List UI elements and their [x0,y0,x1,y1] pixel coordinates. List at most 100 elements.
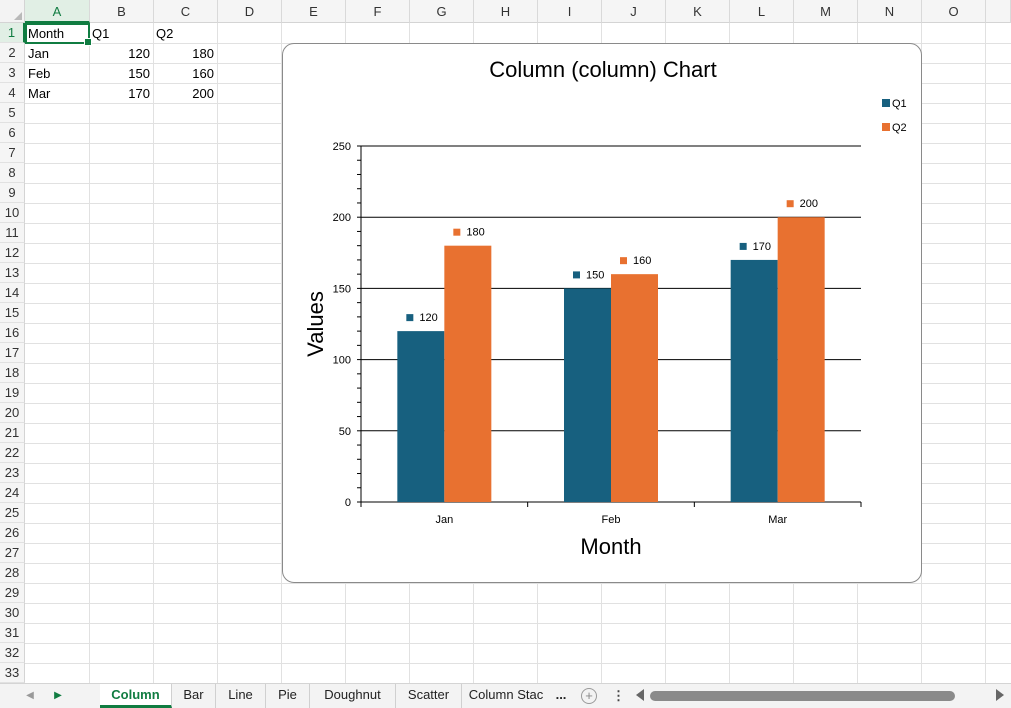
column-header-b[interactable]: B [90,0,154,23]
row-header-13[interactable]: 13 [0,263,25,283]
column-header-d[interactable]: D [218,0,282,23]
cell-a4[interactable]: Mar [28,86,51,101]
row-header-29[interactable]: 29 [0,583,25,603]
sheet-tab-bar-chart[interactable]: Bar [172,684,216,708]
sheet-tab-scatter[interactable]: Scatter [396,684,462,708]
data-label: 170 [753,241,771,253]
row-header-9[interactable]: 9 [0,183,25,203]
sheet-tab-column[interactable]: Column [100,684,172,708]
spreadsheet-grid[interactable]: A B C D E F G H I J K L M N O 1 2 3 4 5 … [0,0,1011,683]
row-header-17[interactable]: 17 [0,343,25,363]
cell-c4[interactable]: 200 [192,86,214,101]
row-header-20[interactable]: 20 [0,403,25,423]
column-header-a[interactable]: A [25,0,90,23]
column-header-c[interactable]: C [154,0,218,23]
column-header-k[interactable]: K [666,0,730,23]
row-header-8[interactable]: 8 [0,163,25,183]
cell-b2[interactable]: 120 [128,46,150,61]
cell-a3[interactable]: Feb [28,66,51,81]
row-header-19[interactable]: 19 [0,383,25,403]
sheet-tab-pie[interactable]: Pie [266,684,310,708]
row-header-4[interactable]: 4 [0,83,25,103]
column-chart[interactable]: Column (column) Chart 0 50 100 150 200 250 120 1… [282,43,922,583]
column-header-m[interactable]: M [794,0,858,23]
row-header-6[interactable]: 6 [0,123,25,143]
row-header-2[interactable]: 2 [0,43,25,63]
sheet-tab-line[interactable]: Line [216,684,266,708]
bar-q2-feb [611,274,658,502]
data-label-key [406,314,414,322]
cell-b3[interactable]: 150 [128,66,150,81]
row-header-33[interactable]: 33 [0,663,25,683]
data-label-key [573,271,580,279]
y-tick-label: 250 [333,141,351,153]
row-header-23[interactable]: 23 [0,463,25,483]
vertical-ellipsis-icon[interactable]: ⋮ [612,688,625,703]
y-tick-label: 0 [345,497,351,509]
row-header-15[interactable]: 15 [0,303,25,323]
row-header-26[interactable]: 26 [0,523,25,543]
row-header-11[interactable]: 11 [0,223,25,243]
cell-b1[interactable]: Q1 [92,26,110,41]
row-header-28[interactable]: 28 [0,563,25,583]
sheet-tab-column-stacked[interactable]: Column Stac [468,687,544,702]
chevron-left-icon[interactable]: ◀ [26,690,34,701]
column-header-i[interactable]: I [538,0,602,23]
y-tick-label: 200 [333,212,351,224]
more-tabs-button[interactable]: ... [555,687,567,702]
column-header-l[interactable]: L [730,0,794,23]
sheet-tab-bar: ◀ ▶ Column Bar Line Pie Doughnut Scatter… [0,683,1011,708]
row-header-1[interactable]: 1 [0,23,25,43]
column-header-e[interactable]: E [282,0,346,23]
row-header-3[interactable]: 3 [0,63,25,83]
sheet-tab-doughnut[interactable]: Doughnut [310,684,396,708]
scroll-left-icon[interactable] [636,689,644,701]
y-axis-label: Values [303,291,328,357]
row-header-16[interactable]: 16 [0,323,25,343]
cell-c3[interactable]: 160 [192,66,214,81]
column-header-n[interactable]: N [858,0,922,23]
chevron-right-icon[interactable]: ▶ [54,690,62,701]
row-header-31[interactable]: 31 [0,623,25,643]
data-label-key [453,228,461,236]
column-header-g[interactable]: G [410,0,474,23]
x-axis-label: Month [580,534,641,559]
row-header-14[interactable]: 14 [0,283,25,303]
cell-c1[interactable]: Q2 [156,26,174,41]
row-header-12[interactable]: 12 [0,243,25,263]
y-tick-label: 50 [339,426,351,438]
legend-label-q2: Q2 [892,122,907,134]
bar-q1-feb [564,288,611,502]
row-header-21[interactable]: 21 [0,423,25,443]
row-header-5[interactable]: 5 [0,103,25,123]
row-header-30[interactable]: 30 [0,603,25,623]
row-header-32[interactable]: 32 [0,643,25,663]
row-header-22[interactable]: 22 [0,443,25,463]
data-label: 200 [800,198,818,210]
row-header-27[interactable]: 27 [0,543,25,563]
column-header-f[interactable]: F [346,0,410,23]
legend-key-q2 [882,123,890,131]
cell-a2[interactable]: Jan [28,46,49,61]
cell-a1[interactable]: Month [28,26,65,41]
plus-circle-icon[interactable]: + [581,688,597,704]
row-header-10[interactable]: 10 [0,203,25,223]
row-header-25[interactable]: 25 [0,503,25,523]
column-header-o[interactable]: O [922,0,986,23]
column-header-overflow[interactable] [986,0,1011,23]
data-label-key [739,242,747,250]
row-header-7[interactable]: 7 [0,143,25,163]
scroll-right-icon[interactable] [996,689,1004,701]
bar-q2-mar [777,217,825,502]
column-header-j[interactable]: J [602,0,666,23]
data-label-key [786,200,794,208]
row-header-18[interactable]: 18 [0,363,25,383]
horizontal-scrollbar-thumb[interactable] [650,691,955,701]
cell-c2[interactable]: 180 [192,46,214,61]
x-tick-label: Mar [768,514,787,526]
column-header-h[interactable]: H [474,0,538,23]
row-header-24[interactable]: 24 [0,483,25,503]
x-tick-label: Feb [602,514,621,526]
select-all-corner[interactable] [0,0,25,23]
cell-b4[interactable]: 170 [128,86,150,101]
